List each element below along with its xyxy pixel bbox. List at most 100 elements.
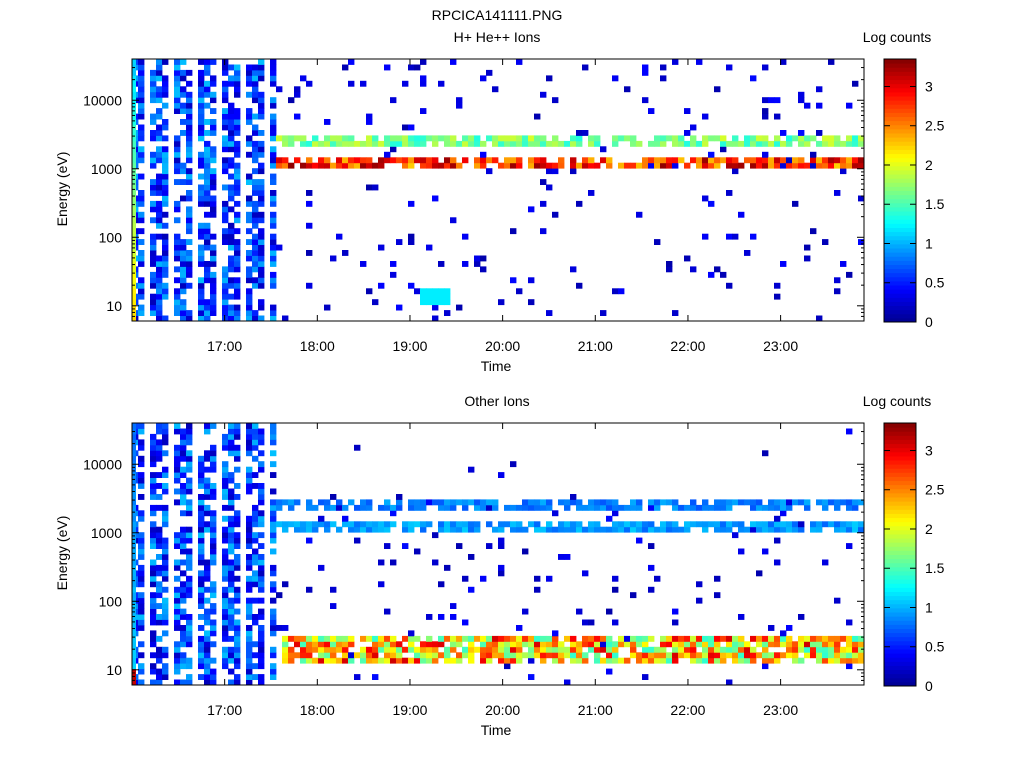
heatmap-cell (390, 559, 397, 566)
heatmap-cell (252, 157, 259, 164)
heatmap-cell (582, 635, 589, 642)
heatmap-cell (582, 526, 589, 533)
heatmap-cell (156, 277, 163, 284)
heatmap-cell (444, 657, 451, 664)
colorbar-segment (884, 108, 916, 113)
heatmap-cell (258, 597, 265, 604)
heatmap-cell (162, 119, 169, 125)
heatmap-cell (384, 635, 391, 642)
heatmap-cell (174, 266, 181, 273)
heatmap-cell (156, 113, 163, 120)
colorbar-segment (884, 509, 916, 514)
heatmap-cell (186, 510, 193, 517)
heatmap-cell (756, 652, 763, 659)
heatmap-cell (186, 554, 193, 560)
heatmap-cell (228, 157, 235, 164)
colorbar-segment (884, 599, 916, 605)
heatmap-cell (234, 532, 241, 539)
heatmap-cell (270, 239, 277, 245)
colorbar-segment (884, 194, 916, 200)
heatmap-cell (600, 635, 607, 642)
heatmap-cell (270, 310, 277, 316)
heatmap-cell (414, 288, 421, 295)
heatmap-cell (690, 504, 697, 511)
heatmap-cell (198, 91, 205, 98)
heatmap-cell (696, 597, 703, 604)
heatmap-cell (798, 91, 805, 98)
heatmap-cell (228, 261, 235, 267)
heatmap-cell (204, 652, 211, 659)
heatmap-cell (708, 652, 715, 659)
heatmap-cell (720, 157, 727, 164)
heatmap-cell (150, 157, 157, 164)
heatmap-cell (306, 526, 313, 533)
heatmap-cell (246, 679, 253, 686)
heatmap-cell (774, 526, 781, 533)
heatmap-cell (258, 657, 265, 664)
heatmap-cell (738, 211, 745, 218)
heatmap-cell (582, 162, 589, 169)
heatmap-cell (180, 130, 187, 136)
heatmap-cell (738, 162, 745, 169)
colorbar-segment (884, 595, 916, 601)
heatmap-cell (408, 200, 415, 207)
heatmap-cell (660, 646, 667, 653)
heatmap-cell (660, 75, 667, 82)
heatmap-cell (150, 261, 157, 267)
colorbar-segment (884, 75, 916, 81)
heatmap-cell (150, 69, 157, 76)
heatmap-cell (828, 157, 835, 164)
heatmap-cell (450, 157, 457, 164)
heatmap-cell (390, 646, 397, 653)
heatmap-cell (342, 635, 349, 642)
heatmap-cell (456, 641, 463, 648)
heatmap-cell (162, 646, 169, 653)
heatmap-cell (186, 97, 193, 104)
x-axis-label: Time (481, 722, 512, 738)
heatmap-cell (132, 477, 136, 484)
heatmap-cell (576, 504, 583, 511)
colorbar-segment (884, 280, 916, 286)
heatmap-cell (132, 293, 136, 300)
heatmap-cell (390, 146, 397, 153)
heatmap-cell (174, 625, 181, 631)
heatmap-cell (672, 652, 679, 659)
heatmap-cell (258, 488, 265, 495)
heatmap-cell (816, 499, 823, 506)
heatmap-cell (552, 168, 559, 175)
y-tick-label: 10 (106, 662, 122, 678)
heatmap-cell (156, 75, 163, 82)
heatmap-cell (666, 657, 673, 664)
heatmap-cell (546, 646, 553, 653)
colorbar-segment (884, 235, 916, 241)
heatmap-cell (180, 299, 187, 306)
heatmap-cell (372, 184, 379, 191)
heatmap-cell (402, 521, 409, 528)
heatmap-cell (354, 521, 361, 528)
heatmap-cell (228, 581, 235, 588)
heatmap-cell (720, 657, 727, 664)
heatmap-cell (396, 504, 403, 511)
heatmap-cell (210, 310, 217, 316)
heatmap-cell (204, 315, 211, 322)
heatmap-cell (438, 135, 445, 142)
colorbar-segment (884, 112, 916, 118)
heatmap-cell (648, 140, 655, 147)
heatmap-cell (768, 504, 775, 511)
colorbar-segment (884, 632, 916, 638)
heatmap-cell (318, 521, 325, 528)
heatmap-cell (486, 652, 493, 659)
heatmap-cell (258, 625, 265, 631)
heatmap-cell (852, 80, 859, 87)
heatmap-cell (246, 195, 253, 202)
heatmap-cell (624, 504, 631, 511)
heatmap-cell (846, 646, 853, 653)
heatmap-cell (438, 162, 445, 169)
heatmap-cell (336, 233, 343, 240)
heatmap-cell (204, 663, 211, 670)
heatmap-cell (132, 504, 136, 511)
heatmap-cell (750, 657, 757, 664)
heatmap-cell (360, 504, 367, 511)
heatmap-cell (726, 504, 733, 511)
heatmap-cell (246, 625, 253, 631)
